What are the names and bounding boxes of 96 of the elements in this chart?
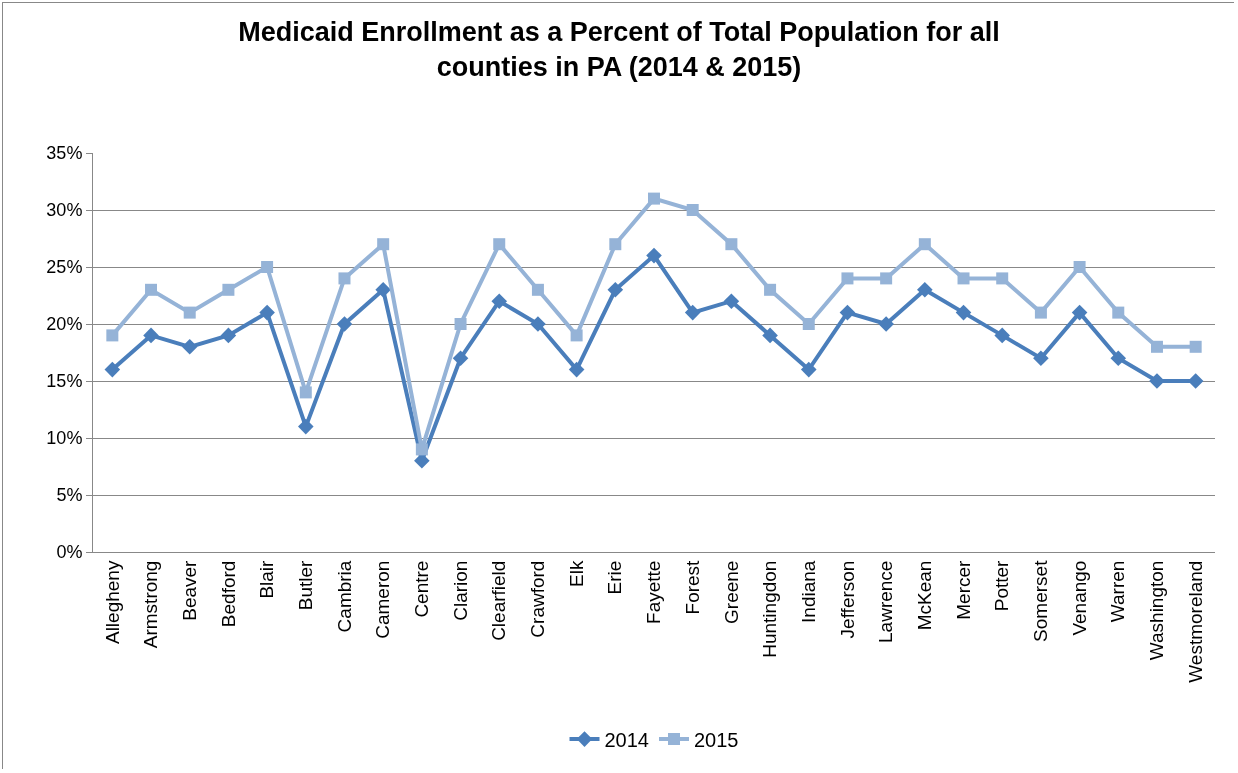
x-tick-label: Blair <box>256 559 278 599</box>
point <box>684 304 701 321</box>
point <box>222 283 235 296</box>
point <box>336 316 353 332</box>
point <box>299 386 312 399</box>
point <box>531 283 544 296</box>
point <box>338 272 351 285</box>
point <box>181 339 198 355</box>
y-tick-label: 35% <box>46 143 83 164</box>
point <box>764 283 777 296</box>
x-tick-label: Crawford <box>527 560 549 638</box>
legend-label: 2014 <box>604 728 649 751</box>
x-tick-label: Cameron <box>372 560 394 639</box>
point <box>297 418 314 435</box>
x-tick-label: Bedford <box>217 560 239 628</box>
point <box>259 304 275 321</box>
x-tick-label: Indiana <box>797 560 819 623</box>
x-tick-label: Jefferson <box>836 560 858 639</box>
point <box>1189 340 1202 353</box>
point <box>143 327 159 344</box>
x-tick-label: Potter <box>991 559 1013 612</box>
point <box>454 318 467 330</box>
x-tick-label: Venango <box>1068 560 1090 636</box>
point <box>1073 261 1086 273</box>
x-tick-label: Allegheny <box>101 560 123 645</box>
point <box>955 304 972 321</box>
x-tick-label: Centre <box>411 560 433 618</box>
point <box>1150 340 1163 353</box>
x-tick-label: Elk <box>565 560 587 588</box>
legend-label: 2015 <box>694 728 739 751</box>
x-tick-label: Mercer <box>952 559 974 620</box>
point <box>1034 306 1047 319</box>
point <box>609 238 622 251</box>
point <box>917 282 933 298</box>
chart-title: Medicaid Enrollment as a Percent of Total Population for all counties in PA (2014 & 2015) <box>238 17 1000 83</box>
point <box>880 272 893 285</box>
point <box>145 283 158 296</box>
point <box>415 443 428 456</box>
x-tick-label: Clarion <box>449 560 471 621</box>
point <box>802 318 815 330</box>
point <box>1112 306 1125 319</box>
point <box>377 238 390 251</box>
point <box>1110 350 1127 366</box>
point <box>452 350 469 366</box>
point <box>878 316 894 332</box>
x-tick-label: Washington <box>1146 560 1168 661</box>
point <box>493 238 506 251</box>
x-tick-label: Huntingdon <box>759 560 781 658</box>
y-tick-label: 25% <box>46 257 83 278</box>
point <box>996 272 1009 285</box>
x-tick-label: Greene <box>720 560 742 624</box>
y-tick-label: 20% <box>46 314 83 335</box>
x-tick-label: Fayette <box>643 560 665 624</box>
point <box>762 327 778 344</box>
x-tick-label: Clearfield <box>488 560 510 641</box>
point <box>725 238 738 251</box>
x-tick-label: Forest <box>681 559 703 615</box>
point <box>104 361 121 378</box>
point <box>261 261 274 273</box>
point <box>839 304 856 321</box>
x-tick-label: Erie <box>604 560 626 595</box>
x-tick-label: McKean <box>914 560 936 631</box>
point <box>183 306 196 319</box>
point <box>570 329 583 342</box>
point <box>957 272 970 285</box>
point <box>1033 350 1049 366</box>
y-tick-label: 30% <box>46 200 83 221</box>
x-tick-label: Westmoreland <box>1184 560 1206 683</box>
x-tick-label: Somerset <box>1030 559 1052 642</box>
point <box>568 361 585 378</box>
point <box>106 329 119 342</box>
y-tick-label: 15% <box>46 371 83 392</box>
point <box>918 238 931 251</box>
x-tick-label: Warren <box>1107 560 1129 623</box>
point <box>530 316 546 332</box>
point <box>686 204 699 216</box>
point <box>1071 304 1088 321</box>
y-tick-label: 0% <box>56 542 83 563</box>
x-tick-label: Butler <box>294 559 316 611</box>
x-tick-label: Beaver <box>178 559 200 621</box>
point <box>491 293 508 309</box>
point <box>607 282 624 298</box>
point <box>220 327 237 344</box>
point <box>994 327 1011 344</box>
point <box>375 282 391 298</box>
point <box>646 247 662 264</box>
point <box>800 361 817 378</box>
x-tick-label: Lawrence <box>875 560 897 643</box>
x-tick-label: Cambria <box>333 560 355 633</box>
point <box>841 272 854 285</box>
point <box>723 293 740 309</box>
x-tick-label: Armstrong <box>140 560 162 649</box>
point <box>1149 373 1165 389</box>
y-tick-label: 10% <box>46 428 83 449</box>
y-tick-label: 5% <box>56 485 83 506</box>
point <box>648 192 660 205</box>
